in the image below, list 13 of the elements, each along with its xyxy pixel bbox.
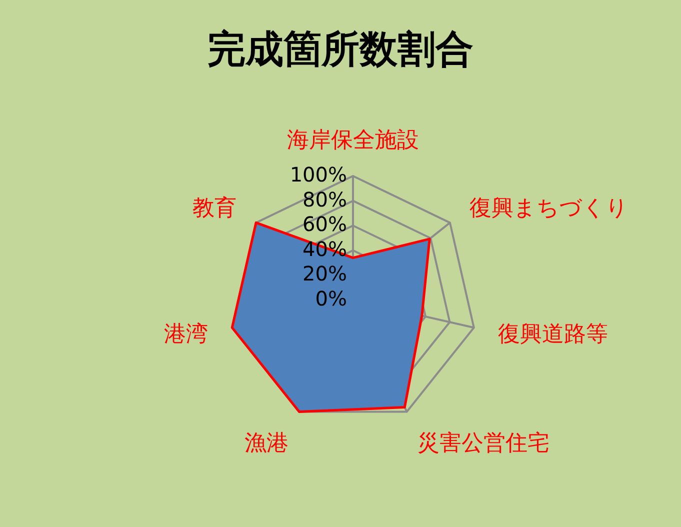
y-tick-label: 60% — [302, 212, 347, 236]
spoke-label: 漁港 — [244, 431, 288, 456]
spoke-label: 海岸保全施設 — [287, 128, 419, 154]
spoke-label: 復興道路等 — [498, 322, 608, 348]
y-tick-label: 0% — [315, 286, 347, 310]
y-tick-label: 100% — [290, 162, 347, 186]
chart-title: 完成箇所数割合 — [208, 27, 474, 71]
y-tick-label: 20% — [302, 262, 347, 286]
spoke-label: 復興まちづくり — [469, 196, 628, 222]
spoke-label: 災害公営住宅 — [418, 431, 550, 456]
spoke-label: 教育 — [192, 195, 237, 222]
spoke-label: 港湾 — [164, 322, 208, 348]
y-tick-label: 80% — [302, 187, 347, 212]
